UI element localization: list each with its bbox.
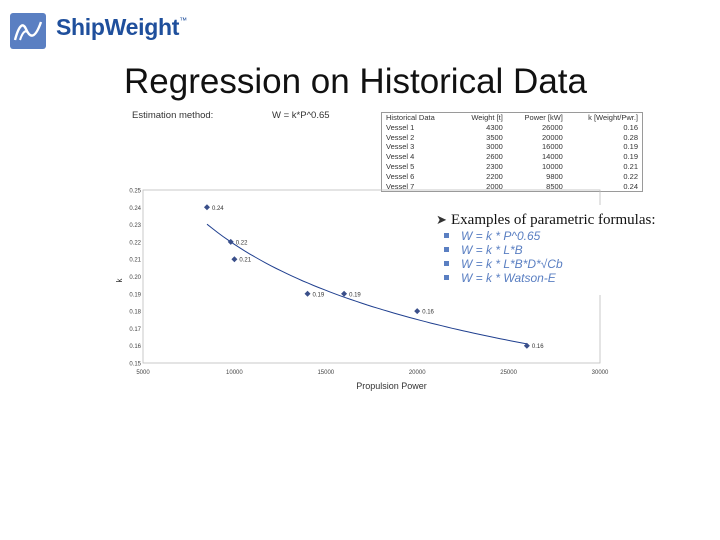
table-cell: 14000 xyxy=(542,152,563,162)
formula-item: W = k * L*B*D*√Cb xyxy=(444,257,563,271)
x-tick-label: 20000 xyxy=(409,370,426,376)
data-point-marker xyxy=(231,256,238,263)
data-point-marker xyxy=(203,204,210,211)
data-point-marker xyxy=(414,308,421,315)
table-row: Vessel 7 2000 8500 0.24 xyxy=(382,182,643,192)
table-cell: 9800 xyxy=(546,171,563,181)
table-cell: 0.21 xyxy=(623,161,638,171)
table-cell: Vessel 3 xyxy=(386,142,415,152)
table-header-cell: Power [kW] xyxy=(524,113,563,122)
square-bullet-icon xyxy=(444,233,449,238)
square-bullet-icon xyxy=(444,247,449,252)
data-point-marker xyxy=(304,290,311,297)
table-cell: Vessel 2 xyxy=(386,132,415,142)
x-tick-label: 5000 xyxy=(136,370,150,376)
data-point-label: 0.19 xyxy=(313,292,325,298)
table-cell: 26000 xyxy=(542,122,563,132)
table-cell: Vessel 4 xyxy=(386,152,415,162)
table-cell: 3500 xyxy=(486,132,503,142)
table-header-cell: Historical Data xyxy=(386,113,435,122)
data-point-marker xyxy=(341,290,348,297)
y-tick-label: 0.18 xyxy=(129,310,141,316)
table-row: Vessel 1 4300 26000 0.16 xyxy=(382,123,643,133)
y-axis-label: k xyxy=(115,278,124,283)
formula-item-text: W = k * L*B*D*√Cb xyxy=(461,257,563,271)
table-row: Vessel 4 2600 14000 0.19 xyxy=(382,152,643,162)
brand-text: ShipWeight xyxy=(56,14,180,40)
historical-data-table: Historical Data Weight [t] Power [kW] k [We… xyxy=(381,112,643,193)
table-header-cell: k [Weight/Pwr.] xyxy=(588,113,638,122)
table-cell: 4300 xyxy=(486,122,503,132)
table-header-cell: Weight [t] xyxy=(471,113,503,122)
y-tick-label: 0.24 xyxy=(129,206,141,212)
table-row: Vessel 6 2200 9800 0.22 xyxy=(382,172,643,182)
x-tick-label: 30000 xyxy=(592,370,609,376)
power-trendline xyxy=(206,223,527,345)
shipweight-logo xyxy=(10,13,46,49)
data-point-label: 0.16 xyxy=(532,344,544,350)
table-cell: 2600 xyxy=(486,152,503,162)
table-cell: Vessel 1 xyxy=(386,122,415,132)
y-tick-label: 0.16 xyxy=(129,344,141,350)
table-cell: 20000 xyxy=(542,132,563,142)
table-cell: 0.16 xyxy=(623,122,638,132)
table-cell: Vessel 6 xyxy=(386,171,415,181)
table-cell: Vessel 5 xyxy=(386,161,415,171)
table-header-row: Historical Data Weight [t] Power [kW] k [We… xyxy=(382,113,643,123)
formula-item: W = k * P^0.65 xyxy=(444,229,541,243)
formula-item: W = k * Watson-E xyxy=(444,271,556,285)
estimation-formula: W = k*P^0.65 xyxy=(272,110,330,121)
formula-item-text: W = k * P^0.65 xyxy=(461,229,541,243)
y-tick-label: 0.25 xyxy=(129,189,141,195)
formula-item: W = k * L*B xyxy=(444,243,523,257)
y-tick-label: 0.23 xyxy=(129,223,141,229)
table-cell: 0.22 xyxy=(623,171,638,181)
formula-examples-box: ➤ Examples of parametric formulas: W = k… xyxy=(436,205,666,295)
table-cell: 2000 xyxy=(486,181,503,191)
data-point-label: 0.21 xyxy=(239,258,251,264)
y-tick-label: 0.17 xyxy=(129,327,141,333)
y-tick-label: 0.19 xyxy=(129,292,141,298)
x-axis-label: Propulsion Power xyxy=(356,381,427,391)
brand-name: ShipWeight™ xyxy=(56,14,187,41)
square-bullet-icon xyxy=(444,275,449,280)
y-tick-label: 0.20 xyxy=(129,275,141,281)
data-point-label: 0.16 xyxy=(422,310,434,316)
y-tick-label: 0.15 xyxy=(129,362,141,368)
arrow-bullet-icon: ➤ xyxy=(436,212,447,227)
table-row: Vessel 5 2300 10000 0.21 xyxy=(382,162,643,172)
logo-icon xyxy=(13,21,43,41)
table-cell: 0.24 xyxy=(623,181,638,191)
table-cell: 3000 xyxy=(486,142,503,152)
table-cell: 0.19 xyxy=(623,152,638,162)
formula-item-text: W = k * Watson-E xyxy=(461,271,556,285)
table-row: Vessel 3 3000 16000 0.19 xyxy=(382,142,643,152)
table-cell: 8500 xyxy=(546,181,563,191)
formula-item-text: W = k * L*B xyxy=(461,243,523,257)
table-cell: 16000 xyxy=(542,142,563,152)
formula-examples-title: Examples of parametric formulas: xyxy=(451,212,656,228)
y-tick-label: 0.21 xyxy=(129,258,141,264)
table-cell: 2200 xyxy=(486,171,503,181)
table-cell: Vessel 7 xyxy=(386,181,415,191)
data-point-marker xyxy=(523,342,530,349)
table-row: Vessel 2 3500 20000 0.28 xyxy=(382,133,643,143)
x-tick-label: 25000 xyxy=(500,370,517,376)
data-point-label: 0.22 xyxy=(236,240,248,246)
data-point-label: 0.19 xyxy=(349,292,361,298)
y-tick-label: 0.22 xyxy=(129,240,141,246)
table-cell: 0.28 xyxy=(623,132,638,142)
trademark-mark: ™ xyxy=(179,16,187,25)
x-tick-label: 10000 xyxy=(226,370,243,376)
table-cell: 0.19 xyxy=(623,142,638,152)
square-bullet-icon xyxy=(444,261,449,266)
x-tick-label: 15000 xyxy=(317,370,334,376)
slide-title: Regression on Historical Data xyxy=(124,62,587,101)
data-point-marker xyxy=(227,238,234,245)
table-cell: 2300 xyxy=(486,161,503,171)
estimation-method-label: Estimation method: xyxy=(132,110,214,121)
table-cell: 10000 xyxy=(542,161,563,171)
data-point-label: 0.24 xyxy=(212,206,224,212)
